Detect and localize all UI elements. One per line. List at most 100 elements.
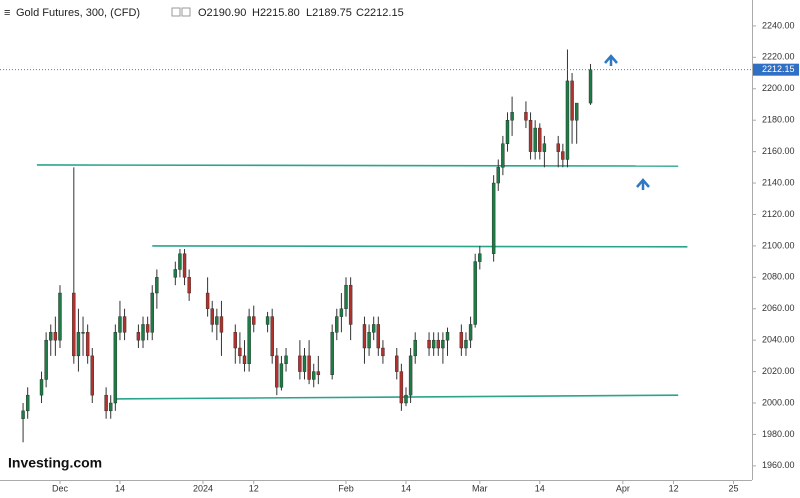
candle-body <box>533 127 537 152</box>
candle-body <box>574 102 579 121</box>
candle-body <box>247 316 251 364</box>
y-tick-label: 2000.00 <box>762 397 795 407</box>
candle-body <box>395 355 399 372</box>
candle-body <box>464 339 468 349</box>
x-tick-label: Apr <box>616 483 630 493</box>
y-tick-label: 2160.00 <box>762 146 795 156</box>
ohlc-high: H2215.80 <box>252 7 300 19</box>
x-tick-label: 25 <box>729 483 739 493</box>
candle-body <box>25 394 30 412</box>
candle-body <box>215 316 219 325</box>
x-tick-label: Mar <box>472 483 488 493</box>
candle-body <box>344 284 348 309</box>
y-tick-label: 2220.00 <box>762 52 795 62</box>
y-tick-label: 2040.00 <box>762 335 795 345</box>
candle-body <box>362 324 367 349</box>
x-tick-label: Feb <box>338 483 354 493</box>
candle-body <box>173 269 178 278</box>
candle-body <box>501 143 505 168</box>
trend-line <box>152 245 688 248</box>
candle-body <box>21 410 25 419</box>
candle-body <box>210 308 214 325</box>
candle-body <box>238 347 242 357</box>
candle-body <box>478 253 482 262</box>
menu-icon[interactable]: ≡ <box>4 7 10 19</box>
candle-body <box>113 332 118 404</box>
candle-body <box>473 261 477 325</box>
candle-body <box>205 292 210 309</box>
y-tick-label: 1980.00 <box>762 429 795 439</box>
chart-title: Gold Futures, 300, (CFD) <box>16 7 140 19</box>
x-tick-label: 14 <box>535 483 545 493</box>
candle-body <box>275 355 279 388</box>
y-tick-label: 2080.00 <box>762 272 795 282</box>
candle-body <box>118 316 122 333</box>
candle-body <box>284 355 288 364</box>
candle-body <box>104 394 108 412</box>
candle-body <box>588 69 593 104</box>
candle-body <box>85 332 90 357</box>
y-tick-label: 2020.00 <box>762 366 795 376</box>
y-tick-label: 2200.00 <box>762 83 795 93</box>
candle-body <box>252 316 256 325</box>
candle-body <box>233 332 237 349</box>
candle-body <box>330 332 334 375</box>
candle-body <box>81 332 85 334</box>
x-tick-label: 14 <box>115 483 125 493</box>
candle-body <box>182 253 187 278</box>
candle-body <box>556 143 560 152</box>
candle-body <box>58 292 62 341</box>
candle-body <box>538 127 542 152</box>
arrow-up <box>604 54 618 66</box>
candle-body <box>122 316 127 333</box>
y-tick-label: 2100.00 <box>762 240 795 250</box>
candle-body <box>155 277 159 294</box>
candle-body <box>302 355 307 372</box>
ohlc-open: O2190.90 <box>198 7 246 19</box>
candle-body <box>371 324 376 333</box>
y-tick-label: 2120.00 <box>762 209 795 219</box>
candle-body <box>76 332 81 357</box>
candle-body <box>49 332 53 341</box>
candle-body <box>524 112 528 121</box>
candle-body <box>427 339 431 349</box>
logo: Investing.com <box>8 455 102 471</box>
icon[interactable] <box>181 7 191 17</box>
candle-body <box>445 332 450 341</box>
candle-body <box>565 80 570 160</box>
candle-body <box>413 339 417 357</box>
candle-body <box>265 316 270 325</box>
candle-body <box>90 355 94 396</box>
x-tick-label: 14 <box>401 483 411 493</box>
candle-body <box>307 355 311 380</box>
candle-body <box>510 112 514 121</box>
candle-body <box>348 284 353 325</box>
candle-body <box>145 324 150 333</box>
candle-body <box>561 151 565 160</box>
ohlc-close: C2212.15 <box>356 7 404 19</box>
candle-body <box>367 332 371 349</box>
candle-body <box>381 347 385 357</box>
candle-body <box>436 339 440 349</box>
candle-body <box>399 371 404 404</box>
candle-body <box>150 292 154 333</box>
candle-body <box>109 402 113 412</box>
candle-body <box>53 332 58 341</box>
candle-body <box>459 332 464 349</box>
candle-body <box>408 355 413 396</box>
icon[interactable] <box>171 7 181 17</box>
x-tick-label: 2024 <box>193 483 213 493</box>
y-tick-label: 2140.00 <box>762 177 795 187</box>
candle-body <box>404 394 408 404</box>
x-tick-label: 12 <box>249 483 259 493</box>
candle-body <box>339 308 344 317</box>
trend-line <box>36 164 679 167</box>
candle-body <box>44 339 48 380</box>
candle-body <box>491 182 496 254</box>
x-tick-label: 12 <box>669 483 679 493</box>
candle-body <box>136 332 141 341</box>
candle-body <box>39 379 44 396</box>
candle-body <box>431 339 436 349</box>
x-tick-label: Dec <box>52 483 69 493</box>
